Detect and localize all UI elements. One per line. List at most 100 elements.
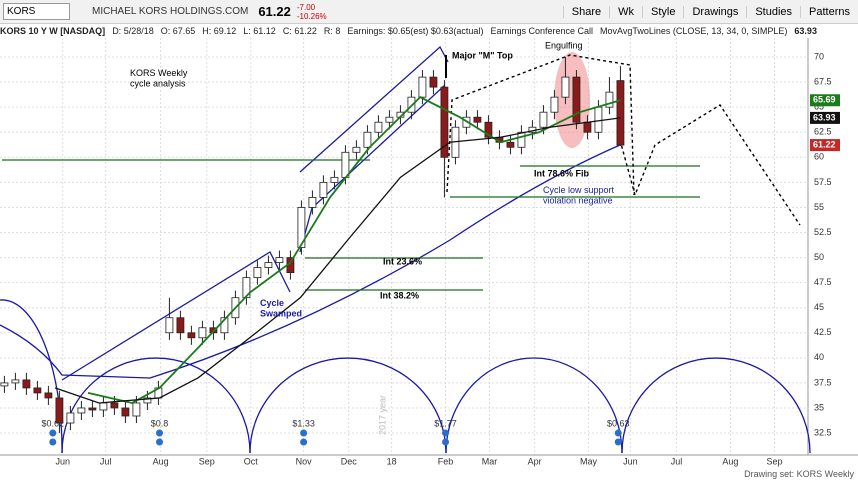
candle-body [594, 106, 603, 133]
info-study-value: 63.93 [794, 26, 817, 36]
candle-body [550, 96, 559, 113]
watermark: 2017 year [377, 395, 387, 435]
toolbar-buttons: Share Wk Style Drawings Studies Patterns [562, 5, 858, 18]
candle-body [539, 111, 548, 128]
x-tick-label: Aug [722, 456, 738, 466]
candle-body [66, 412, 75, 424]
candle-body [517, 131, 526, 148]
grid: 2017 year [0, 38, 808, 456]
candle-body [352, 146, 361, 153]
toolbar: KORS MICHAEL KORS HOLDINGS.COM 61.22 -7.… [0, 0, 858, 24]
x-tick-label: 18 [387, 456, 397, 466]
annotation: Int 38.2% [380, 290, 419, 300]
earnings-marker [49, 438, 57, 446]
earnings-marker [442, 429, 450, 437]
x-tick-label: Jul [100, 456, 112, 466]
toolbar-button[interactable]: Wk [609, 5, 642, 18]
price-tag [810, 94, 840, 107]
candle-body [297, 207, 306, 248]
y-tick-label: 50 [814, 252, 824, 262]
annotation: Engulfing [545, 40, 583, 50]
toolbar-button[interactable]: Patterns [800, 5, 858, 18]
candle-body [121, 407, 130, 417]
candle-body [198, 327, 207, 339]
x-tick-label: Nov [296, 456, 313, 466]
x-tick-label: Dec [341, 456, 358, 466]
y-tick-label: 67.5 [814, 76, 832, 86]
candle-body [0, 382, 9, 387]
info-call: Earnings Conference Call [490, 26, 593, 36]
info-earnings: Earnings: $0.65(est) $0.63(actual) [347, 26, 484, 36]
projection-lines [446, 54, 801, 226]
last-price: 61.22 [258, 4, 291, 19]
candle-body [506, 141, 515, 148]
earnings-marker [156, 438, 164, 446]
cycle-arc [621, 357, 811, 454]
candle-body [242, 277, 251, 299]
x-tick-label: Aug [153, 456, 169, 466]
info-close: C: 61.22 [282, 26, 317, 36]
toolbar-button[interactable]: Studies [746, 5, 800, 18]
candle-body [132, 402, 141, 417]
candle-body [561, 76, 570, 98]
x-tick-label: Apr [528, 456, 542, 466]
footer: Drawing set: KORS Weekly [744, 469, 854, 479]
y-tick-label: 42.5 [814, 327, 832, 337]
info-date: D: 5/28/18 [112, 26, 154, 36]
price-tag [810, 111, 840, 124]
candle-body [385, 116, 394, 123]
toolbar-button[interactable]: Style [642, 5, 683, 18]
toolbar-button[interactable]: Drawings [683, 5, 746, 18]
info-study: MovAvgTwoLines (CLOSE, 13, 34, 0, SIMPLE… [600, 26, 788, 36]
annotation: Int 23.6% [383, 256, 422, 266]
candle-body [374, 121, 383, 133]
y-tick-label: 40 [814, 352, 824, 362]
info-high: H: 69.12 [202, 26, 237, 36]
x-tick-label: Mar [482, 456, 498, 466]
x-tick-label: Oct [244, 456, 259, 466]
symbol-input[interactable]: KORS [3, 3, 70, 20]
annotation: Major "M" Top [452, 50, 513, 60]
candle-body [99, 402, 108, 411]
earnings-marker [300, 429, 308, 437]
x-tick-label: Jun [623, 456, 638, 466]
candle-body [11, 379, 20, 384]
earnings-marker [442, 438, 450, 446]
candle-body [605, 91, 614, 108]
x-tick-label: Jun [55, 456, 70, 466]
info-symbol: KORS 10 Y W [NASDAQ] [0, 26, 106, 36]
candle-body [583, 121, 592, 133]
candle-body [572, 76, 581, 123]
cycle-arc [445, 357, 623, 454]
candle-body [253, 267, 262, 279]
y-tick-label: 32.5 [814, 427, 832, 437]
y-tick-label: 62.5 [814, 127, 832, 137]
info-open: O: 67.65 [160, 26, 196, 36]
price-tag [810, 139, 840, 152]
x-tick-label: May [580, 456, 598, 466]
change: -7.00 -10.26% [297, 3, 327, 21]
channel-lines [0, 45, 621, 381]
toolbar-button[interactable]: Share [562, 5, 609, 18]
candle-body [330, 176, 339, 183]
candle-body [429, 76, 438, 88]
moving-average [87, 96, 621, 404]
candle-body [110, 402, 119, 409]
candle-body [77, 407, 86, 414]
candle-body [440, 86, 449, 158]
cycle-arc [249, 357, 447, 454]
annotation: Cycle Swamped [260, 298, 302, 318]
candle-body [44, 392, 53, 399]
x-tick-label: Sep [766, 456, 782, 466]
y-tick-label: 45 [814, 302, 824, 312]
x-tick-label: Feb [438, 456, 454, 466]
candle-body [616, 80, 625, 146]
y-tick-label: 57.5 [814, 177, 832, 187]
y-tick-label: 60 [814, 152, 824, 162]
annotation: Int 78.6% Fib [534, 168, 590, 178]
upper-channel [61, 45, 449, 381]
earnings-marker [614, 438, 622, 446]
price-tag-label: 63.93 [813, 112, 836, 122]
lower-channel [0, 144, 621, 379]
